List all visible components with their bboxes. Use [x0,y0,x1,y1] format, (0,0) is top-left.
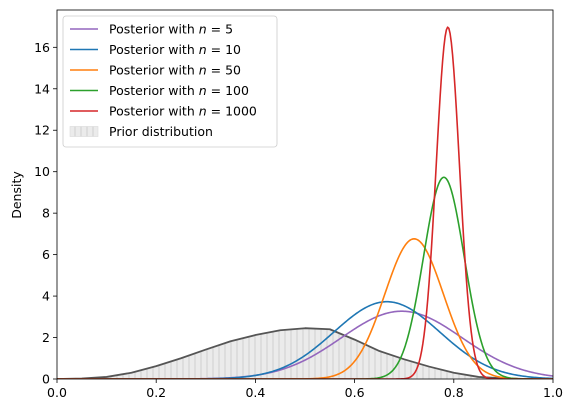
legend: Posterior with n = 5 Posterior with n = 1… [62,15,278,148]
y-tick-label: 4 [42,289,50,304]
series-line-4 [57,176,553,379]
x-tick-label: 0.8 [444,385,464,400]
y-tick-label: 12 [34,123,50,138]
y-tick-label: 2 [42,330,50,345]
legend-box [62,15,278,148]
series-line-5 [57,26,553,379]
legend-label-5: Posterior with n = 1000 [109,104,257,119]
y-axis-label: Density [9,171,24,219]
legend-label-2: Posterior with n = 10 [109,42,241,57]
legend-swatch-prior [69,126,99,137]
plot-frame [56,9,554,380]
y-tick-label: 0 [42,372,50,387]
x-tick-label: 0.4 [245,385,265,400]
y-tick-label: 8 [42,206,50,221]
x-tick-label: 0.6 [345,385,365,400]
legend-label-1: Posterior with n = 5 [109,22,233,37]
x-tick-label: 0.0 [47,385,67,400]
y-tick-label: 14 [34,81,50,96]
x-axis: 0.0 0.2 0.4 0.6 0.8 1.0 [47,379,563,400]
x-tick-label: 1.0 [543,385,563,400]
y-tick-label: 10 [34,164,50,179]
legend-label-prior: Prior distribution [109,124,213,139]
y-axis: 0 2 4 6 8 10 12 14 16 [34,40,57,387]
y-tick-label: 16 [34,40,50,55]
prior-distribution-layer [57,327,553,379]
legend-label-3: Posterior with n = 50 [109,63,241,78]
x-tick-label: 0.2 [146,385,166,400]
prior-distribution-line [57,327,553,379]
legend-label-4: Posterior with n = 100 [109,83,249,98]
y-tick-label: 6 [42,247,50,262]
prior-distribution-area [57,328,553,379]
